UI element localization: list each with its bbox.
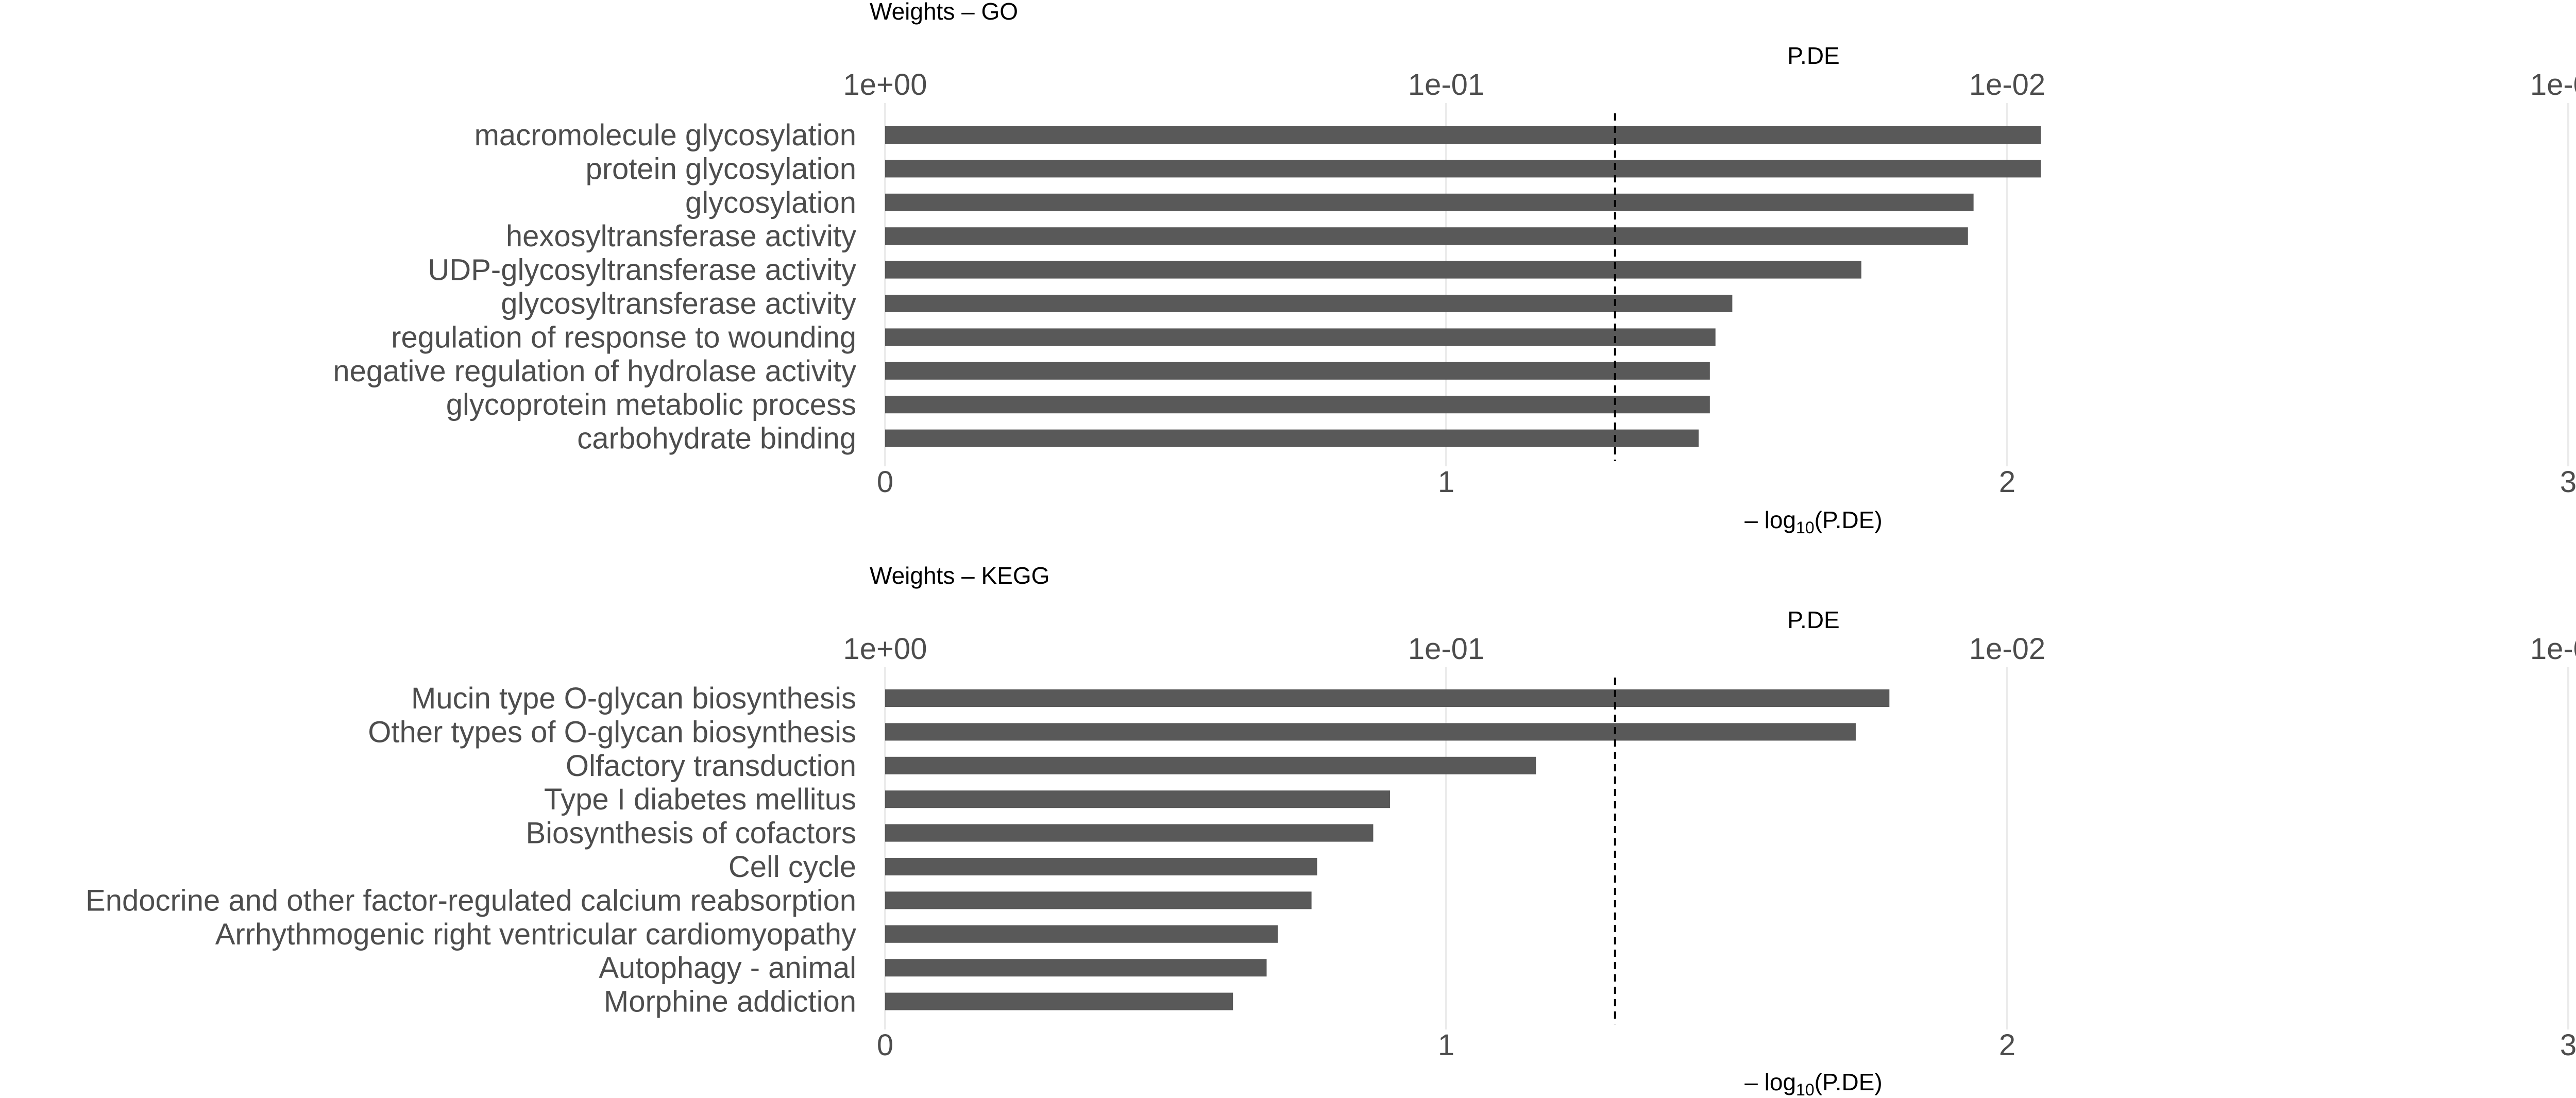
x2-tick-label: 1e+00 <box>843 68 927 102</box>
x2-tick-label: 1e-01 <box>1408 632 1484 666</box>
category-label: UDP-glycosyltransferase activity <box>428 254 856 287</box>
x-axis-label-prefix: – log <box>1744 506 1796 533</box>
x-axis-label-prefix: – log <box>1744 1069 1796 1095</box>
bar <box>885 992 1233 1010</box>
category-label: glycosylation <box>685 186 856 219</box>
bar <box>885 328 1716 346</box>
bar <box>885 429 1699 447</box>
category-label: negative regulation of hydrolase activit… <box>333 354 856 388</box>
category-label: Arrhythmogenic right ventricular cardiom… <box>215 918 856 951</box>
x-tick-label: 0 <box>877 1028 893 1062</box>
x-tick-label: 0 <box>877 465 893 499</box>
bar <box>885 824 1374 842</box>
category-label: Biosynthesis of cofactors <box>526 817 856 850</box>
bar <box>885 858 1317 875</box>
category-label: Autophagy - animal <box>599 951 856 985</box>
bar <box>885 396 1710 414</box>
category-label: Endocrine and other factor-regulated cal… <box>86 884 856 917</box>
bar <box>885 689 1890 707</box>
category-label: glycosyltransferase activity <box>501 287 856 320</box>
x2-tick-label: 1e-02 <box>1969 632 2045 666</box>
x-axis-label-subscript: 10 <box>1796 1080 1815 1098</box>
bar <box>885 126 2041 144</box>
bar <box>885 925 1278 943</box>
category-label: hexosyltransferase activity <box>506 219 856 253</box>
x2-axis-label: P.DE <box>1787 42 1839 69</box>
x2-tick-label: 1e-02 <box>1969 68 2045 102</box>
bar <box>885 193 1974 211</box>
category-label: Morphine addiction <box>604 985 856 1019</box>
category-label: Other types of O-glycan biosynthesis <box>368 715 856 749</box>
x2-tick-label: 1e+00 <box>843 632 927 666</box>
bar <box>885 261 1861 279</box>
category-label: Type I diabetes mellitus <box>544 783 856 816</box>
bar <box>885 160 2041 178</box>
bar <box>885 295 1733 312</box>
bar <box>885 790 1391 808</box>
x2-axis-label: P.DE <box>1787 606 1839 633</box>
bar <box>885 891 1312 909</box>
x-tick-label: 2 <box>1999 1028 2015 1062</box>
category-label: Mucin type O-glycan biosynthesis <box>411 682 856 715</box>
category-label: macromolecule glycosylation <box>474 119 856 152</box>
x2-tick-label: 1e-03 <box>2530 632 2576 666</box>
x2-tick-label: 1e-03 <box>2530 68 2576 102</box>
bar <box>885 959 1267 977</box>
panel-go: Weights – GO P.DE 1e+00 1e-01 1e-02 1e-03 macr… <box>333 0 2576 537</box>
category-label: glycoprotein metabolic process <box>446 388 856 421</box>
category-label: carbohydrate binding <box>577 422 856 455</box>
x-axis-label: – log10(P.DE) <box>1744 506 1882 537</box>
panel-title: Weights – GO <box>870 0 1018 25</box>
bar <box>885 723 1856 741</box>
x2-tick-label: 1e-01 <box>1408 68 1484 102</box>
panel-kegg: Weights – KEGG P.DE 1e+00 1e-01 1e-02 1e-03 Mu… <box>86 562 2576 1098</box>
x-tick-label: 1 <box>1438 1028 1454 1062</box>
x-axis-label: – log10(P.DE) <box>1744 1069 1882 1098</box>
x-tick-label: 2 <box>1999 465 2015 499</box>
category-label: Cell cycle <box>728 850 856 884</box>
bar <box>885 362 1710 380</box>
x-axis-label-suffix: (P.DE) <box>1815 506 1883 533</box>
bar <box>885 756 1536 774</box>
category-label: protein glycosylation <box>585 152 856 185</box>
category-label: regulation of response to wounding <box>391 320 856 354</box>
x-axis-label-suffix: (P.DE) <box>1815 1069 1883 1095</box>
x-tick-label: 3 <box>2560 465 2576 499</box>
bar <box>885 227 1968 245</box>
category-label: Olfactory transduction <box>566 749 856 783</box>
x-tick-label: 3 <box>2560 1028 2576 1062</box>
x-axis-label-subscript: 10 <box>1796 518 1815 537</box>
panel-title: Weights – KEGG <box>870 562 1049 589</box>
x-tick-label: 1 <box>1438 465 1454 499</box>
